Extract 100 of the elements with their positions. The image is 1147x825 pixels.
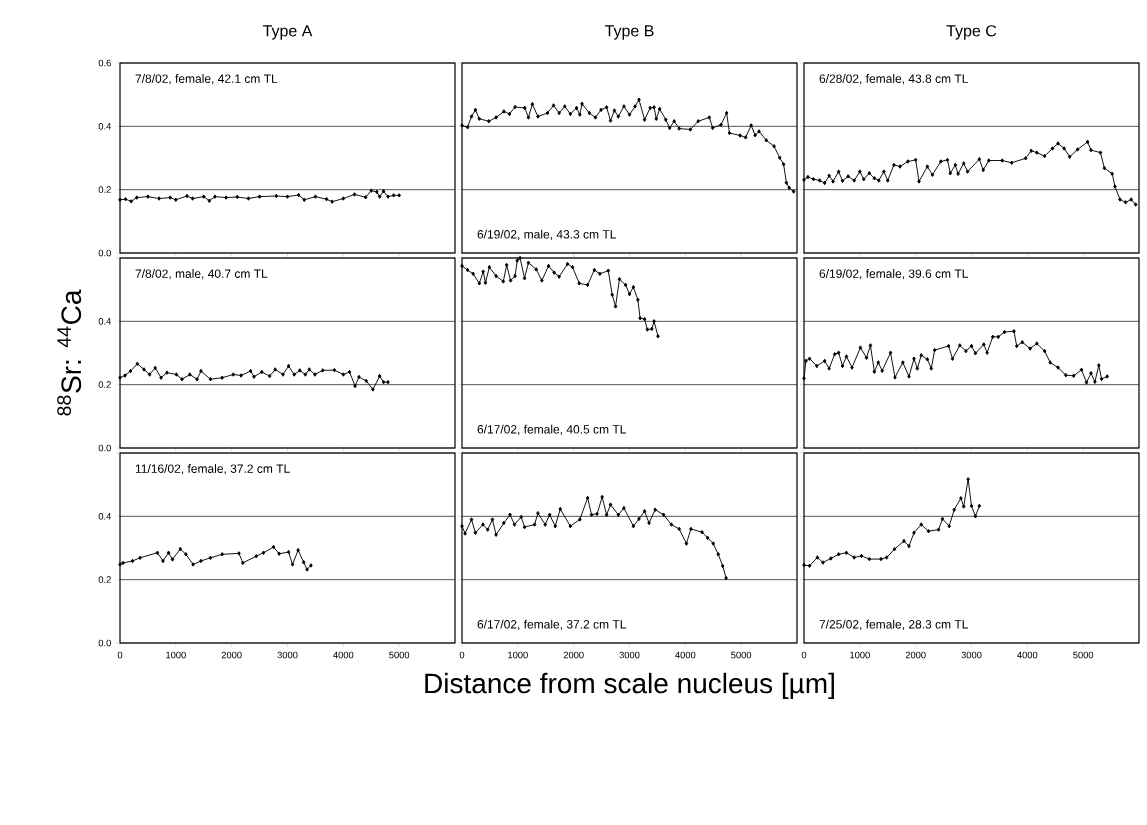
point (286, 363, 291, 369)
point (207, 198, 212, 203)
point (940, 516, 945, 522)
annotation: 7/25/02, female, 28.3 cm TL (819, 619, 968, 630)
point (652, 319, 656, 324)
point (1118, 197, 1122, 202)
point (195, 377, 199, 382)
x-tick-label: 2000 (563, 651, 584, 659)
point (1098, 150, 1103, 155)
point (585, 282, 590, 288)
point (700, 529, 704, 535)
point (637, 516, 641, 522)
point (577, 281, 582, 286)
point (1089, 147, 1093, 153)
x-tick-label: 4000 (1017, 651, 1038, 659)
point (977, 157, 982, 162)
point (224, 195, 228, 200)
point (1102, 165, 1107, 171)
point (1067, 154, 1072, 159)
point (465, 267, 470, 273)
point (689, 526, 693, 532)
chart-title: Type A (262, 25, 313, 40)
point (153, 365, 157, 371)
y-tick-label: 0.2 (98, 186, 111, 193)
point (1009, 160, 1014, 165)
point (296, 548, 300, 553)
point (716, 552, 721, 557)
annotation: 7/8/02, male, 40.7 cm TL (135, 269, 268, 280)
point (191, 562, 195, 567)
point (653, 507, 657, 512)
point (627, 291, 632, 297)
point (391, 193, 396, 198)
point (1097, 363, 1101, 368)
point (477, 281, 482, 286)
point (1105, 374, 1109, 379)
point (540, 278, 544, 283)
point (1079, 367, 1084, 372)
point (929, 366, 934, 371)
point (257, 194, 262, 199)
chart-title: Type C (946, 25, 997, 40)
point (302, 197, 307, 202)
point (925, 164, 930, 169)
point (199, 368, 203, 374)
point (844, 550, 849, 555)
point (185, 193, 189, 199)
y-tick-label: 0.2 (98, 576, 111, 583)
point (260, 369, 264, 375)
point (802, 376, 806, 381)
annotation: 6/28/02, female, 43.8 cm TL (819, 74, 968, 85)
point (298, 368, 302, 373)
point (631, 284, 636, 290)
point (138, 555, 142, 561)
point (876, 360, 881, 365)
point (880, 368, 884, 373)
point (1012, 328, 1016, 334)
point (490, 517, 495, 522)
point (483, 280, 488, 285)
point (501, 279, 506, 284)
point (320, 368, 325, 373)
point (1110, 171, 1114, 177)
point (585, 495, 590, 501)
point (231, 372, 236, 377)
point (996, 334, 1001, 340)
point (547, 512, 552, 517)
chart-title: Type B (604, 25, 654, 40)
point (199, 558, 203, 564)
point (952, 507, 956, 512)
point (884, 555, 889, 560)
point (237, 551, 241, 556)
point (208, 555, 213, 561)
point (831, 179, 835, 184)
point (512, 522, 517, 527)
point (487, 264, 492, 270)
point (1071, 373, 1076, 378)
point (1085, 139, 1090, 145)
point (161, 558, 165, 564)
point (1075, 147, 1080, 152)
point (518, 255, 522, 261)
point (885, 178, 890, 183)
x-tick-label: 0 (117, 651, 123, 659)
point (118, 562, 122, 567)
x-tick-label: 5000 (731, 651, 752, 659)
point (893, 375, 897, 380)
point (513, 273, 517, 279)
point (142, 367, 146, 372)
point (1099, 376, 1104, 382)
point (656, 334, 660, 339)
point (1002, 329, 1007, 335)
point (1056, 365, 1060, 370)
point (267, 373, 272, 379)
point (381, 189, 386, 194)
point (892, 547, 897, 552)
point (536, 510, 540, 516)
point (213, 194, 217, 199)
x-tick-label: 3000 (961, 651, 982, 659)
point (613, 304, 618, 309)
point (915, 366, 920, 371)
y-tick-label: 0.2 (98, 381, 111, 388)
point (806, 174, 810, 180)
point (844, 354, 849, 359)
